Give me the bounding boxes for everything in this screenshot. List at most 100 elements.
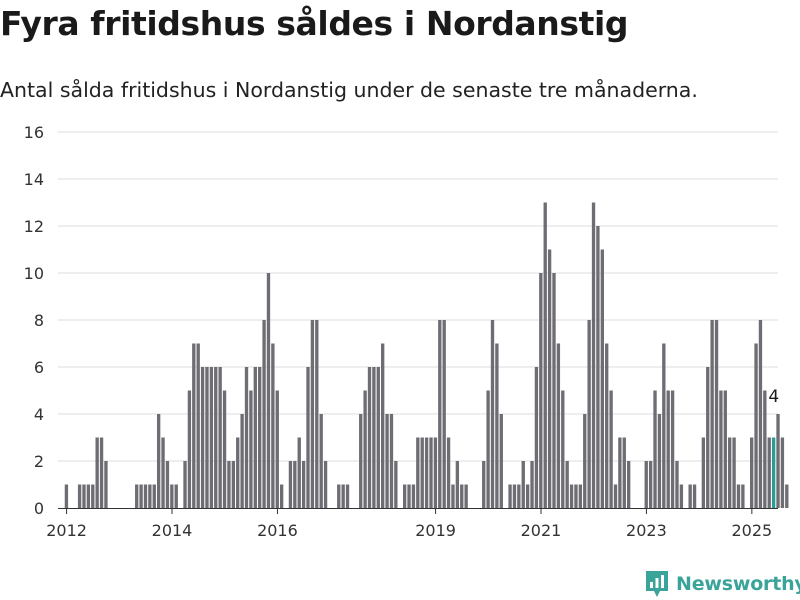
y-tick-label: 10	[24, 264, 44, 283]
bar	[416, 437, 420, 508]
bar	[736, 484, 741, 508]
bar	[288, 461, 293, 508]
bar	[236, 437, 240, 508]
bar	[156, 414, 161, 508]
bar	[644, 461, 648, 508]
bar	[688, 484, 692, 508]
bar	[218, 367, 222, 508]
bar	[253, 367, 257, 508]
bar	[561, 390, 565, 508]
bar	[587, 320, 591, 508]
bar	[319, 414, 323, 508]
bar	[591, 202, 596, 508]
bar	[583, 414, 587, 508]
bar	[741, 484, 745, 508]
chart-subtitle: Antal sålda fritidshus i Nordanstig unde…	[0, 78, 698, 102]
bar	[525, 484, 530, 508]
bar	[482, 461, 486, 508]
bar	[148, 484, 152, 508]
bar	[240, 414, 244, 508]
bar	[376, 367, 380, 508]
x-tick-label: 2021	[521, 521, 562, 540]
y-tick-label: 6	[34, 358, 44, 377]
bar	[95, 437, 99, 508]
bar	[613, 484, 618, 508]
bar	[653, 390, 657, 508]
bar	[547, 249, 552, 508]
y-axis-tick-labels: 0 2 4 6 8 10 12 14 16	[24, 123, 44, 518]
bar	[192, 343, 196, 508]
bar	[495, 343, 499, 508]
bar	[692, 484, 697, 508]
y-tick-label: 4	[34, 405, 44, 424]
bar	[266, 273, 271, 508]
bar	[710, 320, 714, 508]
bar	[345, 484, 350, 508]
bar	[394, 461, 398, 508]
bar	[231, 461, 236, 508]
bar	[135, 484, 139, 508]
bar	[455, 461, 460, 508]
bar	[165, 461, 170, 508]
x-axis-ticks: 2012 2014 2016 2019 2021 2023 2025	[46, 508, 772, 540]
bar	[170, 484, 174, 508]
bar	[222, 390, 227, 508]
y-tick-label: 8	[34, 311, 44, 330]
bar	[227, 461, 231, 508]
highlight-bar	[771, 437, 776, 508]
bar	[82, 484, 86, 508]
bar	[99, 437, 104, 508]
bar	[337, 484, 341, 508]
bar	[433, 437, 438, 508]
bar	[719, 390, 723, 508]
bar	[385, 414, 389, 508]
bar	[363, 390, 367, 508]
bar	[152, 484, 156, 508]
bar	[767, 437, 771, 508]
y-tick-label: 0	[34, 499, 44, 518]
bar	[609, 390, 613, 508]
bar	[675, 461, 679, 508]
bar	[315, 320, 319, 508]
bar	[381, 343, 385, 508]
y-tick-label: 14	[24, 170, 44, 189]
bar	[451, 484, 455, 508]
bar	[552, 273, 556, 508]
bar	[139, 484, 143, 508]
x-tick-label: 2025	[731, 521, 772, 540]
bar	[460, 484, 464, 508]
bar	[64, 484, 69, 508]
bar	[732, 437, 736, 508]
bar	[486, 390, 490, 508]
bar	[605, 343, 609, 508]
highlight-data-label: 4	[768, 387, 779, 407]
bar	[411, 484, 416, 508]
bar	[627, 461, 631, 508]
bar	[701, 437, 706, 508]
bar	[569, 484, 574, 508]
bar	[600, 249, 604, 508]
x-tick-label: 2012	[46, 521, 87, 540]
x-tick-label: 2014	[152, 521, 193, 540]
bar	[174, 484, 178, 508]
bar	[424, 437, 429, 508]
bar	[754, 343, 758, 508]
bar	[161, 437, 165, 508]
bar	[521, 461, 525, 508]
bar	[508, 484, 512, 508]
bar	[143, 484, 148, 508]
bar	[662, 343, 666, 508]
x-tick-label: 2019	[415, 521, 456, 540]
bar	[679, 484, 684, 508]
bar	[420, 437, 424, 508]
bar	[446, 437, 451, 508]
bar	[359, 414, 363, 508]
bar	[785, 484, 789, 508]
bar	[728, 437, 732, 508]
bar	[714, 320, 719, 508]
bar	[574, 484, 578, 508]
bar	[490, 320, 495, 508]
bar	[209, 367, 214, 508]
bar	[543, 202, 547, 508]
bar	[402, 484, 407, 508]
